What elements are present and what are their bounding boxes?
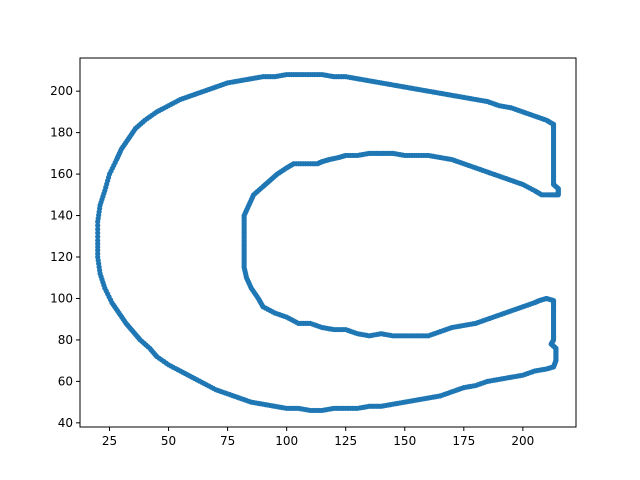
y-tick-label: 40 — [58, 416, 73, 430]
data-point — [95, 251, 101, 257]
x-tick-label: 25 — [102, 434, 117, 448]
x-tick-label: 175 — [452, 434, 475, 448]
x-axis-ticks: 25 50 75 100 125 150 175 200 — [102, 427, 534, 448]
x-tick-label: 125 — [334, 434, 357, 448]
x-tick-label: 150 — [393, 434, 416, 448]
plot-frame — [79, 57, 577, 428]
y-tick-label: 120 — [50, 250, 73, 264]
series-layer — [95, 71, 561, 414]
data-point — [95, 226, 101, 232]
data-point — [95, 234, 101, 240]
x-tick-label: 200 — [511, 434, 534, 448]
y-tick-label: 160 — [50, 167, 73, 181]
y-tick-label: 200 — [50, 84, 73, 98]
data-point — [95, 219, 101, 225]
y-tick-label: 180 — [50, 126, 73, 140]
x-tick-label: 75 — [220, 434, 235, 448]
y-tick-label: 100 — [50, 291, 73, 305]
y-tick-label: 80 — [58, 333, 73, 347]
x-tick-label: 50 — [161, 434, 176, 448]
y-tick-label: 140 — [50, 209, 73, 223]
data-point — [95, 222, 101, 229]
data-point — [95, 230, 101, 236]
x-tick-label: 100 — [275, 434, 298, 448]
y-axis-ticks: 40 60 80 100 120 140 160 180 200 — [50, 84, 80, 430]
y-tick-label: 60 — [58, 374, 73, 388]
